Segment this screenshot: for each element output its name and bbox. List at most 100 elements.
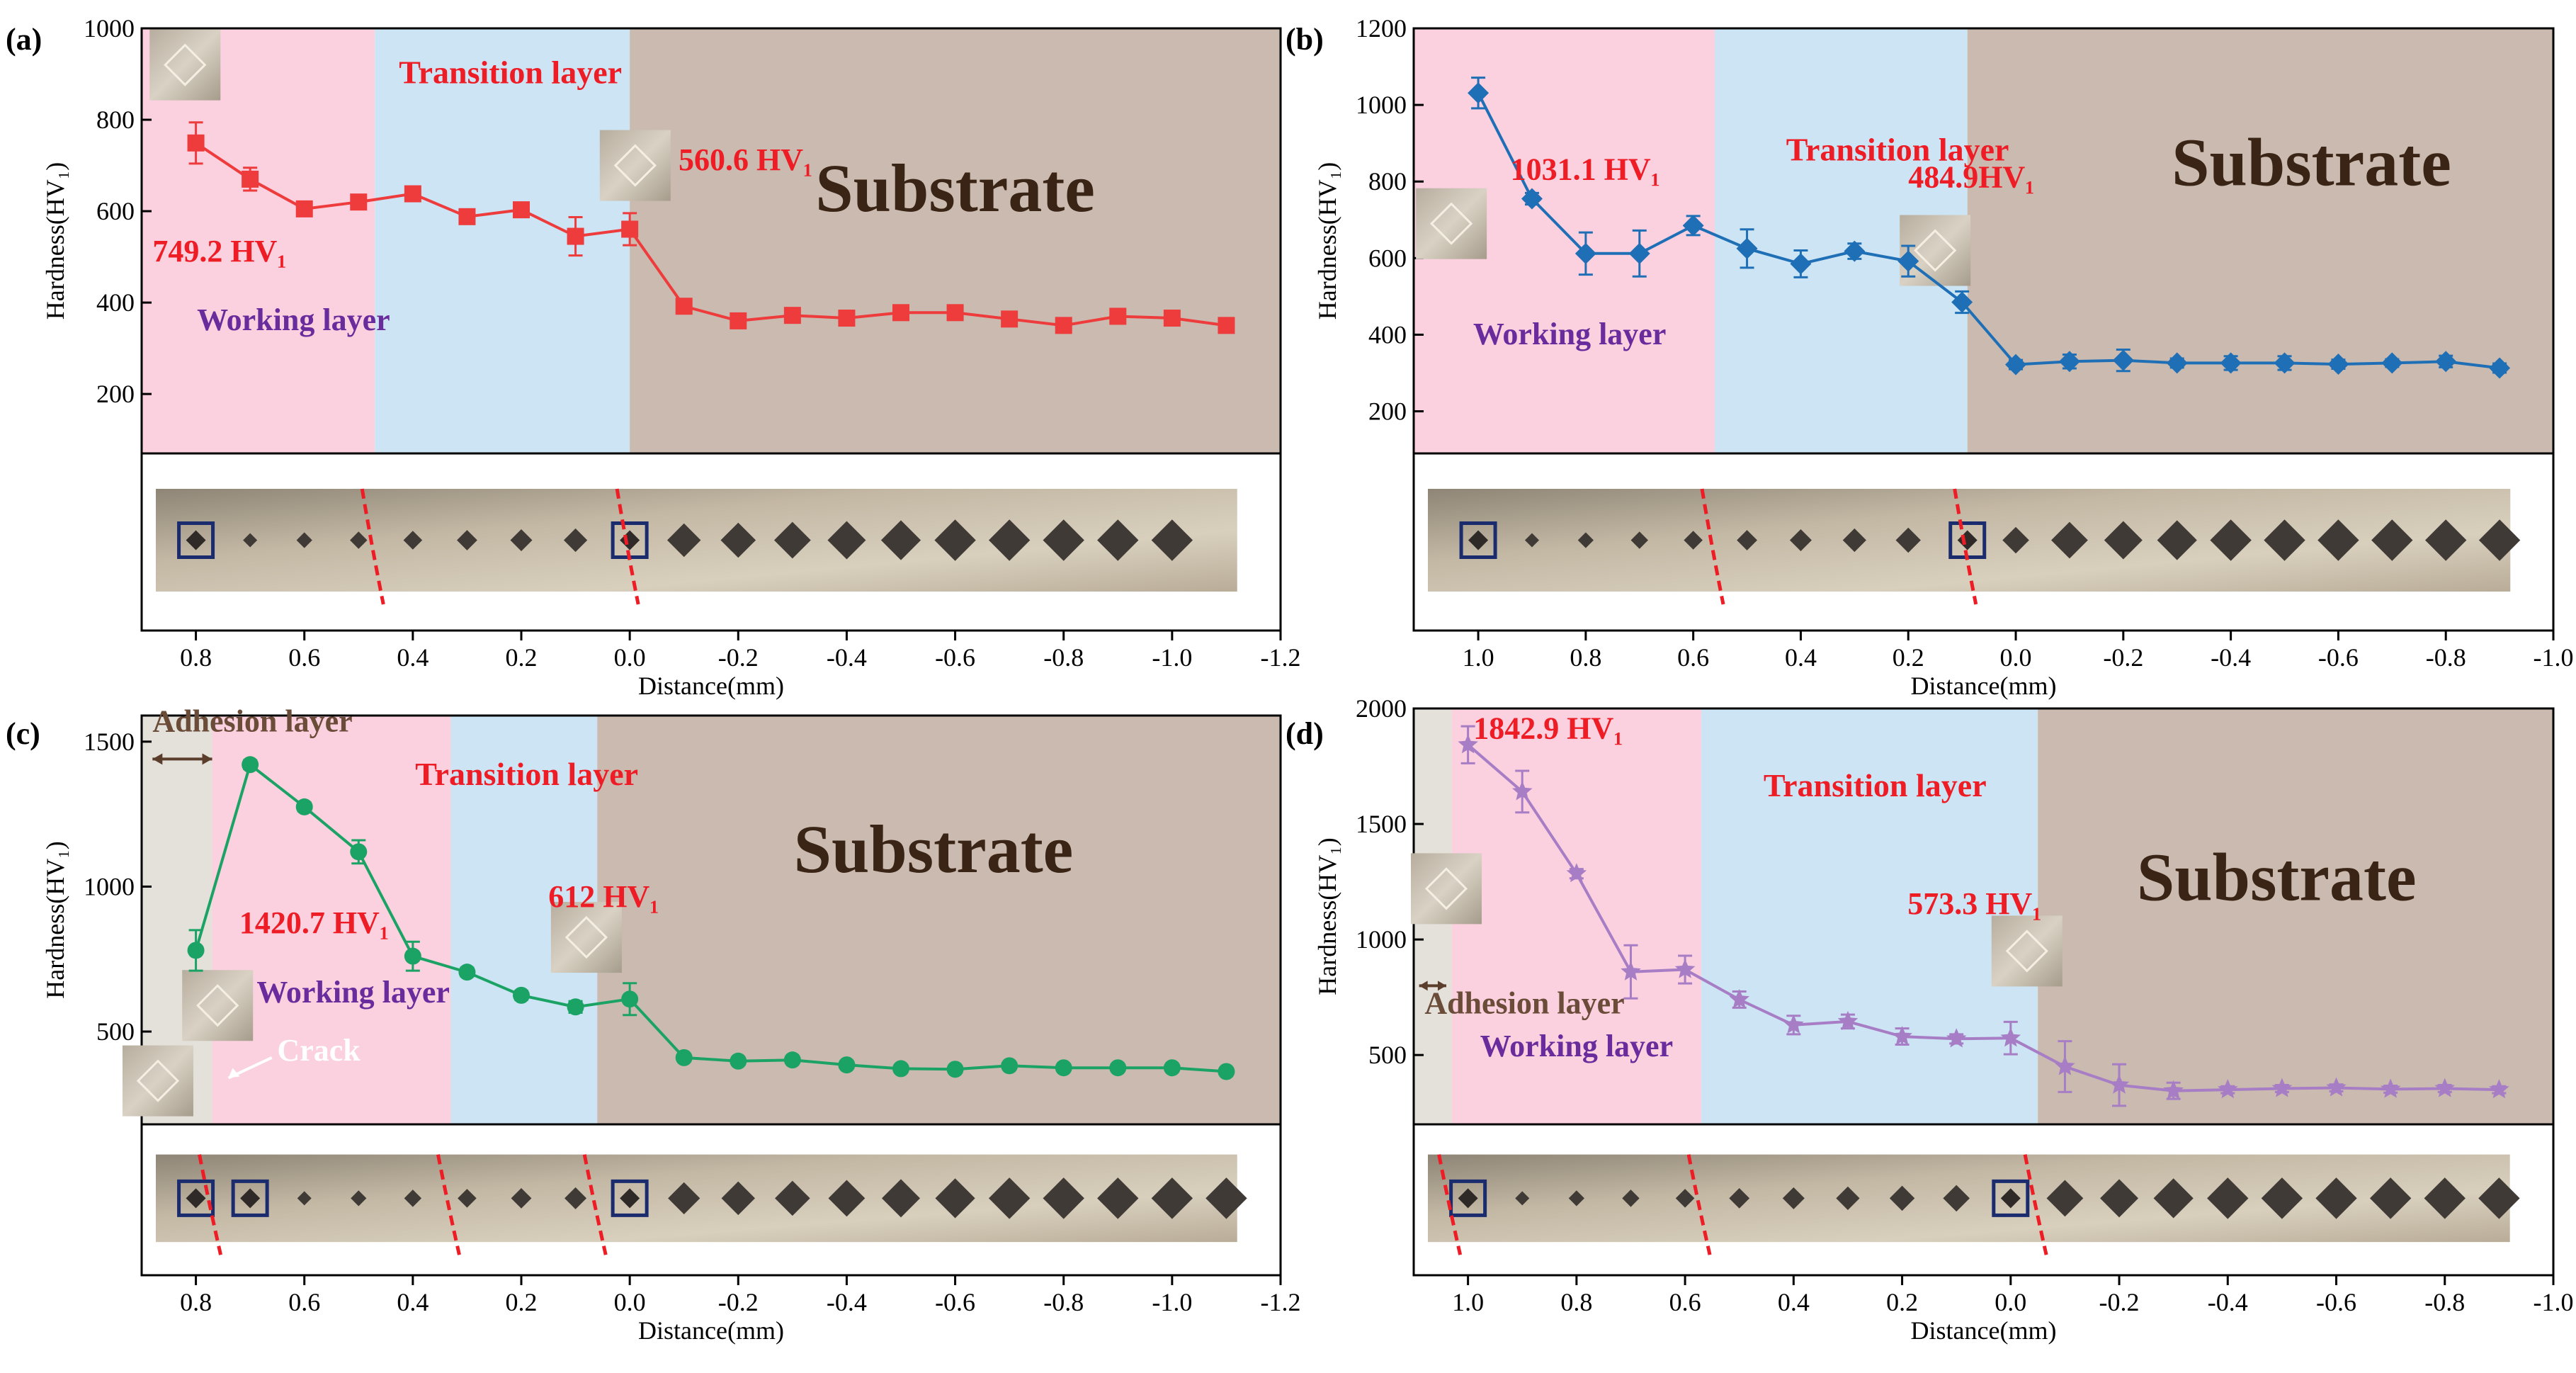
panel-d: 500 1000 1500 2000 1.0 0.8 0.6 0.4 0.2 0.0 -0.2 -0.… (1286, 694, 2574, 1345)
data-point (1163, 310, 1181, 327)
indent-inset-mark (564, 915, 608, 959)
indent-inset-photo (149, 29, 221, 101)
indent-mark (510, 529, 533, 551)
indent-mark (2100, 1179, 2139, 1218)
data-point (1521, 188, 1543, 210)
y-tick-label: 1000 (84, 872, 135, 900)
y-tick-label: 1500 (1356, 810, 1407, 838)
data-point (1001, 310, 1019, 328)
data-point (1951, 291, 1973, 313)
indent-mark (1151, 519, 1193, 561)
boundary-dashed-line (615, 488, 640, 605)
data-point (1218, 1063, 1235, 1080)
x-tick-label: -1.2 (1261, 643, 1301, 672)
annotation: Substrate (815, 150, 1095, 226)
x-axis-label: Distance(mm) (1911, 672, 2057, 700)
data-point (1574, 242, 1596, 264)
annotation: 1031.1 HV₁ (1511, 152, 1660, 187)
data-point (350, 193, 368, 211)
indent-mark (775, 1180, 810, 1216)
data-point (1055, 317, 1072, 334)
indent-inset-photo (1900, 215, 1971, 286)
boundary-dashed-line (436, 1154, 461, 1255)
data-point (458, 208, 476, 225)
annotation: Working layer (256, 975, 450, 1010)
annotation: Transition layer (415, 756, 638, 792)
boundary-dashed-line (360, 488, 385, 605)
data-point (1628, 242, 1650, 264)
region-transition-layer (375, 28, 630, 453)
indent-mark (2000, 1188, 2021, 1209)
indent-mark (350, 531, 368, 549)
x-tick-label: -0.6 (2318, 643, 2359, 672)
indent-mark (403, 531, 423, 550)
indent-inset-photo (1991, 915, 2062, 987)
data-point (1109, 1059, 1127, 1077)
data-point (621, 990, 639, 1008)
indent-mark (563, 528, 588, 553)
indent-inset-photo (182, 970, 254, 1041)
indent-mark (1895, 527, 1921, 553)
indent-mark (827, 521, 866, 560)
annotation: Working layer (1473, 317, 1667, 351)
x-tick-label: 0.4 (397, 643, 429, 672)
indent-mark (351, 1190, 367, 1207)
boundary-dashed-line (1700, 488, 1725, 605)
data-point (1163, 1059, 1181, 1077)
y-tick-label: 400 (96, 288, 135, 317)
indent-mark (564, 1187, 587, 1209)
x-tick-label: -0.2 (718, 1288, 759, 1316)
data-point (187, 942, 205, 959)
indent-mark (186, 1188, 206, 1209)
indent-mark (2157, 520, 2197, 560)
plot-frame (140, 27, 1282, 632)
x-tick-label: 0.0 (2000, 643, 2032, 672)
panel-c: 500 1000 1500 0.8 0.6 0.4 0.2 0.0 -0.2 -0.4 -0.6 -0… (6, 704, 1301, 1345)
x-tick-label: -0.2 (718, 643, 759, 672)
data-point (2218, 1079, 2238, 1099)
indent-mark (934, 519, 976, 561)
data-point (2000, 1027, 2021, 1047)
y-tick-label: 800 (96, 106, 135, 134)
data-point (2058, 351, 2080, 373)
data-point (1844, 240, 1866, 262)
data-point (730, 312, 747, 329)
indent-mark (2315, 1177, 2357, 1219)
data-point (1682, 215, 1704, 237)
x-tick-label: 0.4 (1785, 643, 1817, 672)
data-point (946, 304, 964, 322)
x-tick-label: -0.4 (2208, 1288, 2248, 1316)
data-point (1674, 959, 1696, 978)
x-tick-label: -1.0 (1152, 1288, 1192, 1316)
data-point (295, 798, 313, 815)
x-tick-label: 0.2 (1886, 1288, 1918, 1316)
annotation: 573.3 HV₁ (1907, 886, 2041, 921)
y-axis-label: Hardness(HV₁) (1313, 162, 1341, 320)
data-point (621, 220, 639, 238)
indent-mark (1737, 530, 1757, 550)
plot-frame (140, 714, 1282, 1277)
indent-inset-photo (550, 902, 622, 973)
indent-mark (1842, 528, 1866, 553)
indent-mark (828, 1180, 866, 1217)
indent-mark (1097, 519, 1139, 561)
x-tick-label: -0.2 (2103, 643, 2143, 672)
data-point (1897, 250, 1919, 272)
data-point (2489, 357, 2511, 379)
indent-mark (296, 532, 312, 548)
x-tick-label: -0.4 (2211, 643, 2251, 672)
annotation: Working layer (1480, 1029, 1674, 1063)
boundary-dashed-line (1953, 488, 1978, 605)
data-point (1055, 1059, 1072, 1077)
data-point (458, 964, 476, 981)
y-tick-label: 600 (96, 197, 135, 225)
panel-label: (c) (6, 716, 40, 751)
indent-mark (1782, 1187, 1805, 1209)
data-point (1790, 253, 1812, 275)
x-axis-label: Distance(mm) (638, 672, 784, 700)
region-working-layer (212, 716, 451, 1124)
indent-mark (773, 521, 811, 559)
indent-mark (1151, 1177, 1193, 1219)
plot-frame (1412, 707, 2555, 1277)
indent-mark (2369, 1177, 2412, 1219)
